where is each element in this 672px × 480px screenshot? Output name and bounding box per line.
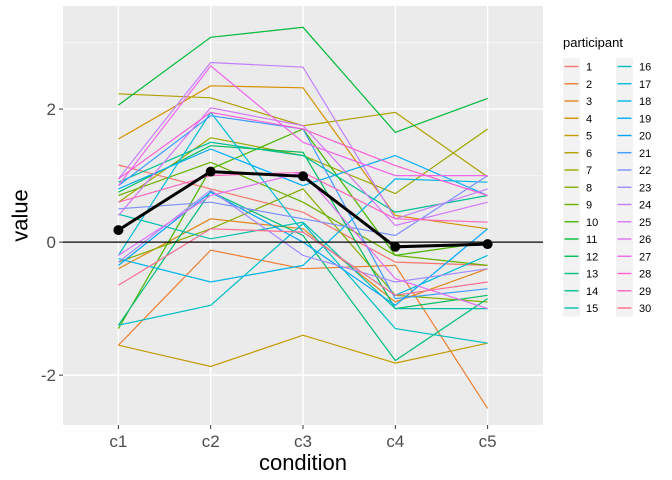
legend-label: 6 bbox=[586, 148, 592, 160]
legend-label: 14 bbox=[586, 286, 598, 298]
legend-label: 5 bbox=[586, 131, 592, 143]
x-tick-label: c2 bbox=[202, 432, 220, 451]
series-line-participant-8 bbox=[118, 188, 488, 303]
legend-label: 27 bbox=[639, 251, 651, 263]
y-tick-label: 0 bbox=[47, 233, 56, 252]
x-tick-label: c5 bbox=[479, 432, 497, 451]
legend-label: 22 bbox=[639, 165, 651, 177]
legend-label: 17 bbox=[639, 79, 651, 91]
series-line-participant-22 bbox=[118, 175, 488, 237]
legend-label: 28 bbox=[639, 269, 651, 281]
legend-label: 2 bbox=[586, 79, 592, 91]
axes: -2 0 2 c1 c2 c3 c4 c5 bbox=[41, 100, 497, 451]
y-tick-label: -2 bbox=[41, 366, 56, 385]
x-tick-label: c4 bbox=[386, 432, 404, 451]
series-line-participant-14 bbox=[118, 141, 488, 213]
legend-label: 10 bbox=[586, 217, 598, 229]
mean-series bbox=[113, 166, 493, 252]
mean-point-c4 bbox=[390, 241, 401, 252]
series-line-participant-5 bbox=[118, 334, 488, 368]
legend-label: 16 bbox=[639, 62, 651, 74]
series-line-participant-19 bbox=[118, 148, 488, 197]
legend-label: 25 bbox=[639, 217, 651, 229]
legend-label: 18 bbox=[639, 96, 651, 108]
legend-label: 7 bbox=[586, 165, 592, 177]
series-line-participant-9 bbox=[118, 161, 488, 266]
legend-label: 13 bbox=[586, 269, 598, 281]
series-line-participant-2 bbox=[117, 249, 489, 409]
legend-label: 20 bbox=[639, 131, 651, 143]
series-line-participant-13 bbox=[117, 190, 488, 362]
series-line-participant-16 bbox=[118, 222, 488, 344]
legend-label: 29 bbox=[639, 286, 651, 298]
series-line-participant-1 bbox=[118, 164, 488, 266]
series-line-participant-15 bbox=[118, 213, 488, 310]
legend-label: 8 bbox=[586, 182, 592, 194]
plot-panel bbox=[63, 6, 543, 425]
x-tick-label: c3 bbox=[294, 432, 312, 451]
series-line-participant-12 bbox=[118, 145, 488, 310]
mean-point-c1 bbox=[113, 225, 124, 236]
mean-point-c3 bbox=[298, 171, 308, 182]
legend-label: 1 bbox=[586, 62, 592, 74]
y-tick-label: 2 bbox=[47, 100, 56, 119]
legend-label: 30 bbox=[639, 303, 651, 315]
series-line-participant-24 bbox=[117, 61, 488, 220]
legend-label: 26 bbox=[639, 234, 651, 246]
x-axis-title: condition bbox=[259, 450, 347, 475]
legend-label: 4 bbox=[586, 113, 592, 125]
legend: participant 1234567891011121314151617181… bbox=[563, 35, 651, 317]
legend-label: 23 bbox=[639, 182, 651, 194]
series-line-participant-18 bbox=[118, 178, 488, 283]
legend-label: 19 bbox=[639, 113, 651, 125]
legend-label: 11 bbox=[586, 234, 597, 246]
series-line-participant-25 bbox=[117, 107, 488, 227]
legend-label: 15 bbox=[586, 303, 598, 315]
mean-point-c2 bbox=[205, 166, 216, 177]
series-line-participant-11 bbox=[118, 26, 488, 134]
legend-label: 12 bbox=[586, 251, 598, 263]
legend-title: participant bbox=[563, 35, 623, 50]
y-axis-title: value bbox=[8, 189, 33, 242]
legend-label: 21 bbox=[639, 148, 651, 160]
series-lines bbox=[63, 26, 543, 409]
x-tick-label: c1 bbox=[109, 432, 127, 451]
series-line-participant-30 bbox=[118, 228, 488, 296]
series-line-participant-28 bbox=[118, 111, 488, 197]
legend-label: 3 bbox=[586, 96, 592, 108]
series-line-participant-23 bbox=[118, 189, 488, 283]
mean-point-c5 bbox=[482, 239, 493, 250]
legend-label: 24 bbox=[639, 200, 651, 212]
legend-label: 9 bbox=[586, 200, 592, 212]
